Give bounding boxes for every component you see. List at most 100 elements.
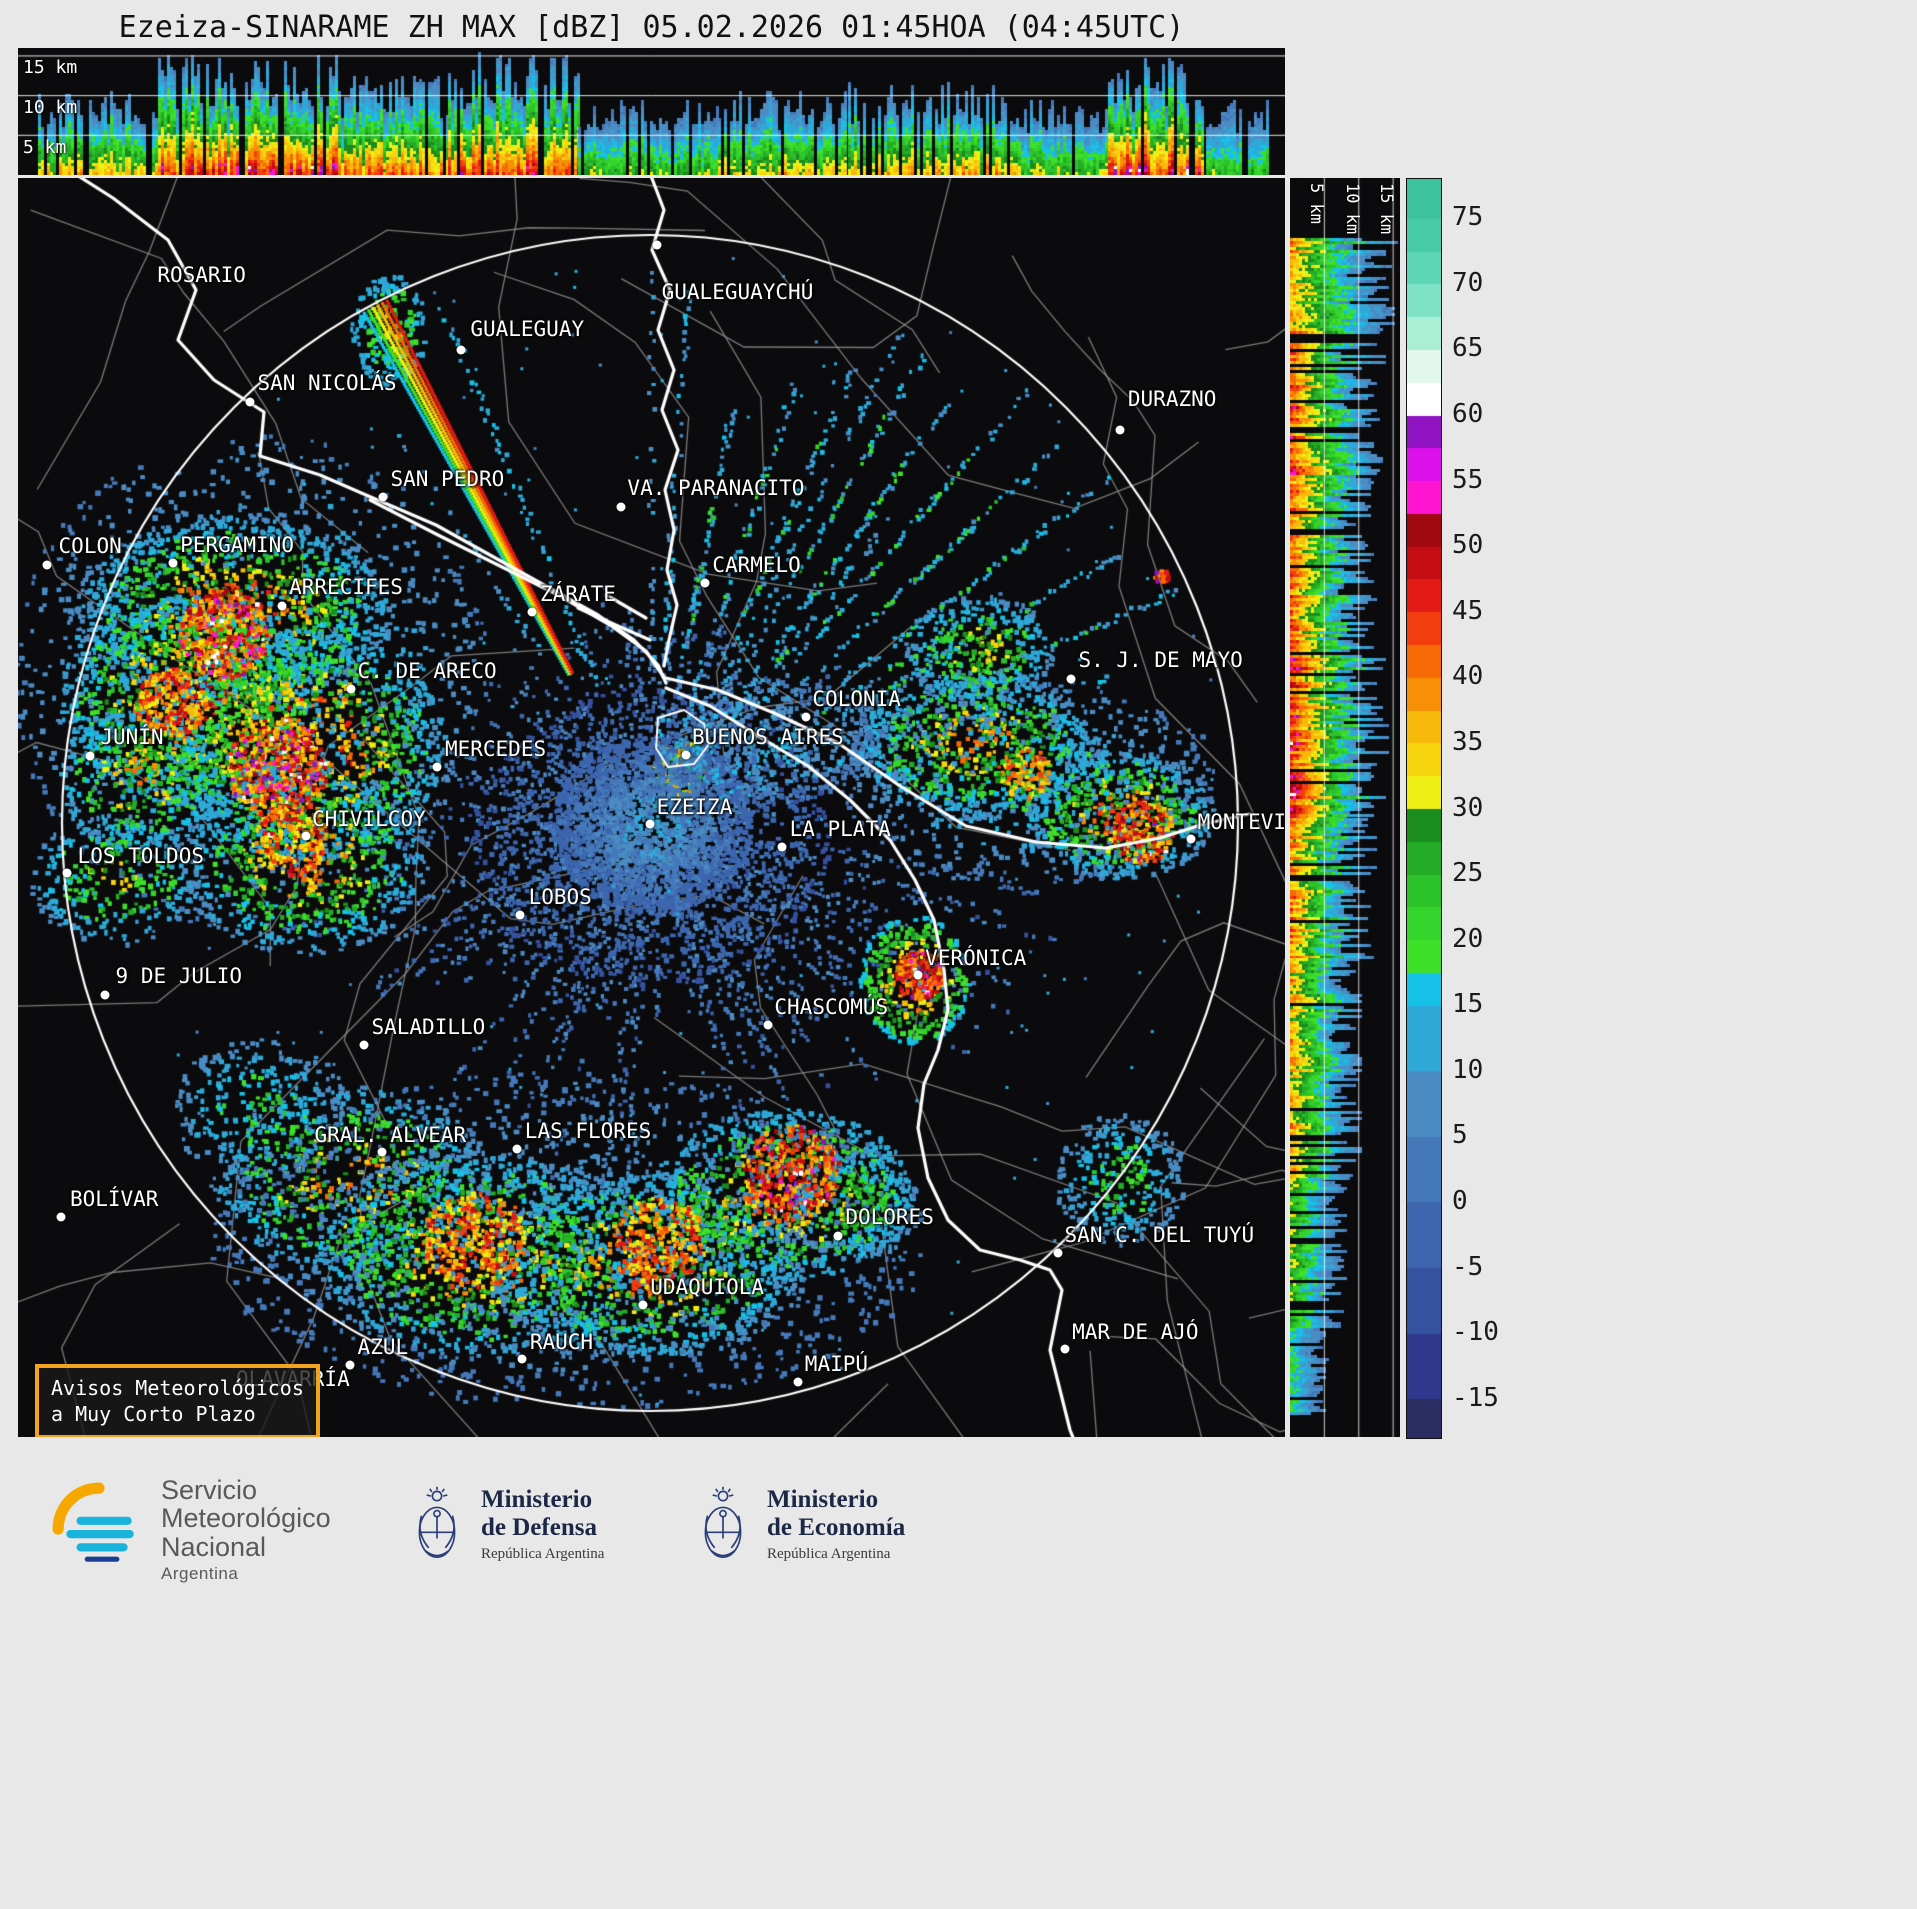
city-label: CARMELO: [712, 552, 801, 577]
colorbar-tick-label: 20: [1452, 923, 1484, 954]
main-radar-map: ROSARIO GUALEGUAYCHÚ GUALEGUAY SAN NICOLÁS D…: [18, 178, 1285, 1437]
city-dot: [378, 492, 388, 502]
city-dot: [346, 684, 356, 694]
city-dot: [56, 1212, 66, 1222]
colorbar-tick-label: 40: [1452, 661, 1484, 692]
altitude-label-15km-side: 15 km: [1376, 183, 1396, 235]
colorbar-tick-label: 50: [1452, 530, 1484, 561]
side-cross-section-panel: 5 km 10 km 15 km: [1290, 178, 1400, 1437]
smn-logo-block: Servicio Meteorológico Nacional Argentin…: [52, 1476, 331, 1583]
city-dot: [616, 502, 626, 512]
city-dot: [1060, 1344, 1070, 1354]
city-label: SAN PEDRO: [390, 466, 505, 491]
ministry-line2: de Defensa: [481, 1513, 597, 1541]
city-label: ZÁRATE: [540, 581, 616, 606]
altitude-label-5km-side: 5 km: [1306, 183, 1326, 224]
city-label: BUENOS AIRES: [692, 725, 844, 750]
city-dot: [700, 578, 710, 588]
altitude-label-5km: 5 km: [23, 137, 67, 158]
top-cross-section-panel: 15 km 10 km 5 km: [18, 48, 1285, 175]
city-label: GUALEGUAYCHÚ: [661, 279, 814, 304]
ministry-line1: Ministerio: [767, 1485, 879, 1513]
colorbar-tick-label: 35: [1452, 726, 1484, 757]
smn-line3: Nacional: [161, 1531, 267, 1562]
page-title: Ezeiza-SINARAME ZH MAX [dBZ] 05.02.2026 …: [118, 10, 1185, 45]
colorbar-tick-label: 30: [1452, 792, 1484, 823]
ministry-sub: República Argentina: [481, 1545, 605, 1562]
city-dot: [432, 762, 442, 772]
city-dot: [62, 868, 72, 878]
city-label: ROSARIO: [157, 262, 246, 287]
city-dot: [456, 345, 466, 355]
city-dot: [517, 1354, 527, 1364]
colorbar-tick-label: 70: [1452, 267, 1484, 298]
city-label: AZUL: [357, 1334, 409, 1359]
city-dot: [645, 819, 655, 829]
colorbar-tick-label: 0: [1452, 1185, 1468, 1216]
city-dot: [277, 601, 287, 611]
city-label: SAN NICOLÁS: [257, 371, 397, 396]
colorbar-canvas: [1407, 179, 1441, 1438]
colorbar-tick-label: 60: [1452, 399, 1484, 430]
colorbar-tick-label: -5: [1452, 1251, 1484, 1282]
city-label: VA. PARANACITO: [627, 475, 805, 500]
altitude-label-10km: 10 km: [23, 97, 78, 118]
city-label: RAUCH: [529, 1329, 594, 1354]
smn-line1: Servicio: [161, 1475, 258, 1505]
city-label: DURAZNO: [1127, 386, 1217, 411]
radar-map-canvas: [18, 178, 1285, 1437]
city-dot: [913, 970, 923, 980]
city-label: SALADILLO: [371, 1014, 486, 1039]
city-label: S. J. DE MAYO: [1078, 648, 1243, 673]
city-label: SAN C. DEL TUYÚ: [1064, 1222, 1255, 1247]
city-label: LAS FLORES: [524, 1119, 652, 1144]
smn-name: Servicio Meteorológico Nacional Argentin…: [161, 1476, 331, 1583]
city-dot: [1066, 674, 1076, 684]
colorbar-tick-label: 55: [1452, 464, 1484, 495]
city-label: LOBOS: [528, 884, 592, 909]
city-label: CHIVILCOY: [311, 806, 426, 831]
footer: Servicio Meteorológico Nacional Argentin…: [0, 1468, 1917, 1638]
city-dot: [1186, 834, 1196, 844]
city-label: ARRECIFES: [289, 575, 403, 600]
city-dot: [777, 842, 787, 852]
city-label: JUNÍN: [100, 725, 164, 750]
ministry-line1: Ministerio: [481, 1485, 593, 1513]
ministry-economia-block: Ministerio de Economía República Argenti…: [694, 1484, 905, 1564]
smn-line2: Meteorológico: [161, 1503, 331, 1534]
city-label: MONTEVIDEO: [1197, 809, 1285, 834]
city-dot: [527, 607, 537, 617]
city-dot: [638, 1300, 648, 1310]
city-dot: [652, 240, 662, 250]
warning-legend-line2: a Muy Corto Plazo: [51, 1402, 256, 1427]
smn-country: Argentina: [161, 1564, 239, 1584]
warning-legend-box: Avisos Meteorológicos a Muy Corto Plazo: [35, 1364, 320, 1437]
city-label: MAR DE AJÓ: [1072, 1319, 1199, 1344]
colorbar-tick-label: 75: [1452, 202, 1484, 233]
colorbar-tick-label: 15: [1452, 989, 1484, 1020]
altitude-label-15km: 15 km: [23, 57, 78, 78]
colorbar-tick-label: 10: [1452, 1054, 1484, 1085]
colorbar-tick-label: 65: [1452, 333, 1484, 364]
city-dot: [245, 397, 255, 407]
ministry-defensa-name: Ministerio de Defensa República Argentin…: [481, 1486, 604, 1563]
city-label: EZEIZA: [656, 794, 733, 819]
city-dot: [85, 751, 95, 761]
city-label: MERCEDES: [444, 736, 547, 761]
city-label: PERGAMINO: [180, 532, 294, 557]
city-dot: [1115, 425, 1125, 435]
city-dot: [359, 1040, 369, 1050]
city-dot: [681, 750, 691, 760]
colorbar-tick-label: 45: [1452, 595, 1484, 626]
city-label: BOLÍVAR: [69, 1187, 159, 1212]
city-label: LA PLATA: [789, 816, 891, 841]
coat-of-arms-icon: [704, 1486, 742, 1558]
city-dot: [345, 1360, 355, 1370]
city-label: COLONIA: [812, 687, 901, 712]
city-label: UDAQUIOLA: [650, 1275, 765, 1300]
colorbar-tick-label: -15: [1452, 1382, 1499, 1413]
colorbar-tick-label: 5: [1452, 1120, 1468, 1151]
city-dot: [1053, 1248, 1063, 1258]
city-dot: [42, 560, 52, 569]
